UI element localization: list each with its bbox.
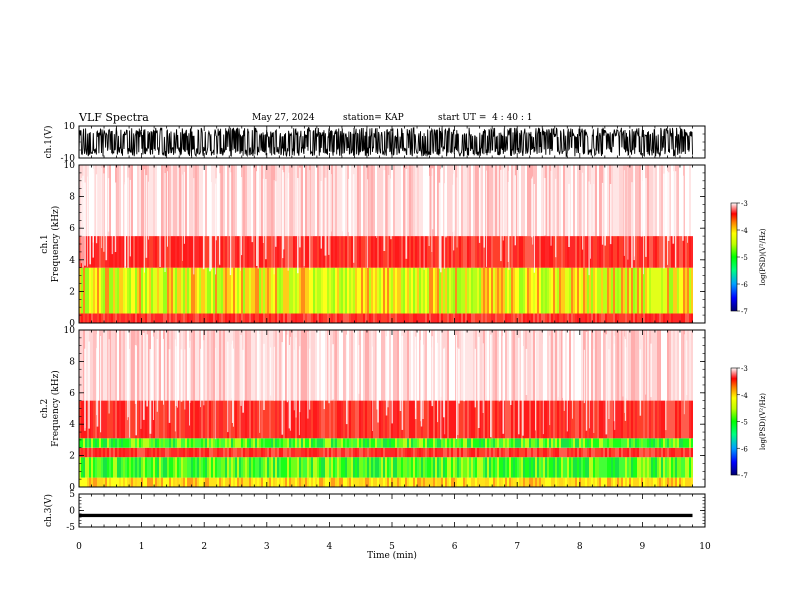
ch1-spectrogram-ytick-label: 8 bbox=[69, 193, 75, 203]
colorbar-gradient bbox=[730, 202, 738, 312]
colorbar-tick-label: -7 bbox=[741, 308, 748, 316]
colorbar-tick-label: -6 bbox=[741, 445, 748, 453]
ch2-spectrogram-panel bbox=[79, 330, 693, 487]
xaxis-label: Time (min) bbox=[367, 550, 417, 561]
ch1-waveform-ytick-label: 10 bbox=[64, 122, 76, 132]
station-label: station= KAP bbox=[343, 113, 404, 123]
ch1-spectrogram-ytick-label: 4 bbox=[69, 256, 75, 266]
ch2-spectrogram-ytick-label: 2 bbox=[69, 452, 75, 462]
ch1-spectrogram-band-0 bbox=[79, 313, 693, 323]
colorbar-tick-label: -5 bbox=[741, 254, 748, 262]
colorbar-tick-label: -5 bbox=[741, 419, 748, 427]
ch1-spectrogram-ytick-label: 6 bbox=[69, 224, 75, 234]
xaxis-tick-label: 10 bbox=[699, 542, 711, 552]
ch1-waveform-ylabel: ch.1(V) bbox=[43, 126, 54, 159]
ch1-spectrogram-ytick-label: 10 bbox=[64, 161, 76, 171]
xaxis-tick-label: 3 bbox=[264, 542, 270, 552]
ch2-spectrogram-streaks bbox=[84, 330, 688, 440]
ch1-spectrogram-band-2 bbox=[79, 236, 693, 268]
ch1-waveform-ytick-label: -10 bbox=[61, 154, 76, 164]
ch1-spectrogram-ylabel: ch.1 bbox=[40, 234, 50, 253]
colorbar-tick-label: -4 bbox=[741, 227, 748, 235]
ch2-spectrogram-ytick-label: 8 bbox=[69, 357, 75, 367]
ch1-spectrogram-panel bbox=[79, 165, 693, 323]
ch2-spectrogram-ytick-label: 10 bbox=[64, 326, 76, 336]
colorbar-label: log(PSD)(V²/Hz) bbox=[759, 393, 767, 450]
ch2-spectrogram-band-2 bbox=[79, 447, 693, 458]
ch2-spectrogram-ytick-label: 6 bbox=[69, 389, 75, 399]
start-time-label: start UT = 4 : 40 : 1 bbox=[438, 113, 533, 123]
xaxis-tick-label: 4 bbox=[327, 542, 333, 552]
ch2-spectrogram-ytick-label: 0 bbox=[69, 483, 75, 493]
ch1-spectrogram-ylabel: Frequency (kHz) bbox=[50, 206, 61, 283]
colorbar-tick-label: -7 bbox=[741, 472, 748, 480]
colorbar-gradient bbox=[730, 367, 738, 476]
xaxis-tick-label: 7 bbox=[514, 542, 520, 552]
ch1-spectrogram-ytick-label: 0 bbox=[69, 319, 75, 329]
ch2-spectrogram-ylabel: Frequency (kHz) bbox=[50, 370, 61, 447]
ch2-spectrogram-ytick-label: 4 bbox=[69, 420, 75, 430]
xaxis-tick-label: 2 bbox=[201, 542, 207, 552]
ch1-spectrogram-band-3 bbox=[79, 165, 693, 237]
ch3-waveform-ylabel: ch.3(V) bbox=[43, 494, 54, 527]
ch1-spectrogram-band-1 bbox=[79, 267, 693, 314]
ch2-spectrogram-ylabel: ch.2 bbox=[40, 399, 50, 418]
ch2-spectrogram-band-3 bbox=[79, 438, 693, 448]
xaxis-tick-label: 5 bbox=[389, 542, 395, 552]
colorbars: -3 -4 -5 -6 -7 log(PSD)(V²/Hz) -3 -4 -5 -6 -7 log(P… bbox=[730, 200, 767, 480]
colorbar-tick-label: -3 bbox=[741, 365, 748, 373]
ch3-waveform-ytick-label: 0 bbox=[69, 507, 75, 517]
ch1-waveform-panel bbox=[78, 126, 693, 158]
xaxis-tick-label: 8 bbox=[577, 542, 583, 552]
colorbar-tick-label: -6 bbox=[741, 281, 748, 289]
colorbar-tick-label: -3 bbox=[741, 200, 748, 208]
date-label: May 27, 2024 bbox=[252, 113, 315, 123]
ch2-spectrogram-band-0 bbox=[79, 477, 693, 487]
colorbar-label: log(PSD)(V²/Hz) bbox=[759, 228, 767, 285]
xaxis-tick-label: 9 bbox=[640, 542, 646, 552]
ch3-waveform-panel bbox=[79, 513, 693, 518]
ch1-series-line bbox=[78, 126, 693, 158]
xaxis-tick-label: 1 bbox=[139, 542, 145, 552]
chart-title: VLF Spectra bbox=[79, 111, 149, 124]
xaxis-tick-label: 6 bbox=[452, 542, 458, 552]
ch3-waveform-ytick-label: -5 bbox=[66, 523, 75, 533]
ch3-series-band bbox=[79, 513, 693, 518]
ch2-spectrogram-band-1 bbox=[79, 457, 693, 478]
colorbar-tick-label: -4 bbox=[741, 392, 748, 400]
ch1-spectrogram-ytick-label: 2 bbox=[69, 287, 75, 297]
ch3-waveform-ytick-label: 5 bbox=[69, 490, 75, 500]
xaxis-tick-label: 0 bbox=[76, 542, 82, 552]
